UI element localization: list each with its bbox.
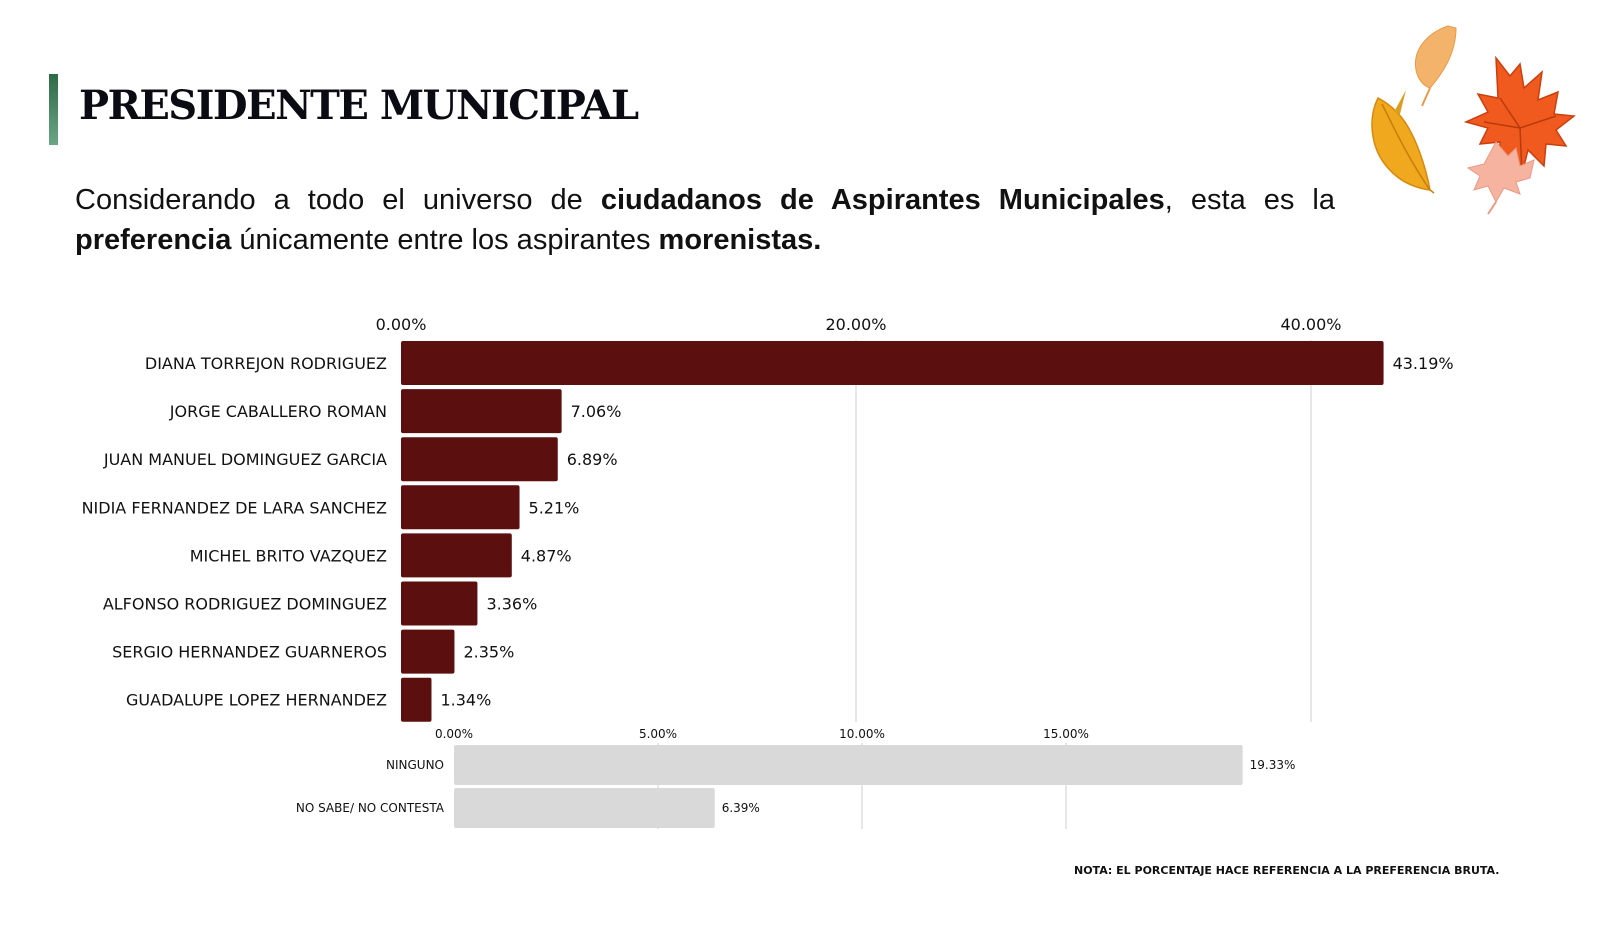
value-label: 4.87% <box>521 546 572 565</box>
category-label: SERGIO HERNANDEZ GUARNEROS <box>112 643 387 662</box>
tick-label: 0.00% <box>435 727 473 741</box>
value-label: 1.34% <box>440 691 491 710</box>
bar <box>454 745 1243 785</box>
faded-maple-leaf-icon <box>1466 141 1535 215</box>
value-label: 19.33% <box>1250 758 1296 772</box>
category-label: JUAN MANUEL DOMINGUEZ GARCIA <box>103 450 387 469</box>
value-label: 5.21% <box>529 498 580 517</box>
tick-label: 0.00% <box>376 315 427 334</box>
bar <box>401 677 432 722</box>
secondary-chart-labels: 0.00% 5.00% 10.00% 15.00% NINGUNO 19.33% NO SA… <box>296 727 1296 815</box>
tick-label: 20.00% <box>825 315 886 334</box>
bar <box>401 341 1384 385</box>
value-label: 7.06% <box>571 402 622 421</box>
category-label: GUADALUPE LOPEZ HERNANDEZ <box>126 691 387 710</box>
intro-emphasis: morenistas. <box>658 224 822 256</box>
tick-label: 40.00% <box>1280 315 1341 334</box>
elm-leaf-icon <box>1371 90 1435 194</box>
secondary-chart-bars <box>454 745 1243 828</box>
bar <box>401 389 562 434</box>
intro-text: únicamente entre los aspirantes <box>231 224 659 256</box>
value-label: 3.36% <box>486 595 537 614</box>
category-label: ALFONSO RODRIGUEZ DOMINGUEZ <box>103 595 387 614</box>
value-label: 6.89% <box>567 450 618 469</box>
category-label: NINGUNO <box>386 758 444 772</box>
category-label: NIDIA FERNANDEZ DE LARA SANCHEZ <box>82 498 387 517</box>
bar <box>401 581 478 626</box>
category-label: NO SABE/ NO CONTESTA <box>296 801 445 815</box>
bar <box>454 788 715 828</box>
main-chart-gridlines <box>855 340 1312 722</box>
tick-label: 10.00% <box>839 727 885 741</box>
value-label: 43.19% <box>1393 354 1454 373</box>
intro-text: Considerando a todo el universo de <box>75 184 601 216</box>
tick-label: 5.00% <box>639 727 677 741</box>
bar <box>401 533 512 578</box>
tick-label: 15.00% <box>1043 727 1089 741</box>
bar <box>401 629 455 674</box>
bar <box>401 485 520 530</box>
value-label: 2.35% <box>463 643 514 662</box>
intro-emphasis: ciudadanos de Aspirantes Municipales <box>600 184 1165 216</box>
intro-emphasis: preferencia <box>75 224 232 256</box>
autumn-leaves-icon <box>1371 25 1576 215</box>
bar <box>401 437 558 482</box>
page-title: PRESIDENTE MUNICIPAL <box>79 82 639 129</box>
main-chart-bars <box>401 341 1384 722</box>
footnote: NOTA: EL PORCENTAJE HACE REFERENCIA A LA… <box>1074 864 1500 877</box>
main-chart-labels: 0.00% 20.00% 40.00% DIANA TORREJON RODRIGUE… <box>82 315 1454 710</box>
category-label: MICHEL BRITO VAZQUEZ <box>190 546 387 565</box>
value-label: 6.39% <box>722 801 760 815</box>
intro-paragraph: Considerando a todo el universo de ciuda… <box>75 180 1335 260</box>
title-accent-bar <box>49 74 58 145</box>
category-label: JORGE CABALLERO ROMAN <box>169 402 387 421</box>
category-label: DIANA TORREJON RODRIGUEZ <box>145 354 387 373</box>
birch-leaf-icon <box>1414 25 1457 107</box>
maple-leaf-icon <box>1463 55 1576 177</box>
intro-text: , esta es la <box>1164 184 1335 216</box>
